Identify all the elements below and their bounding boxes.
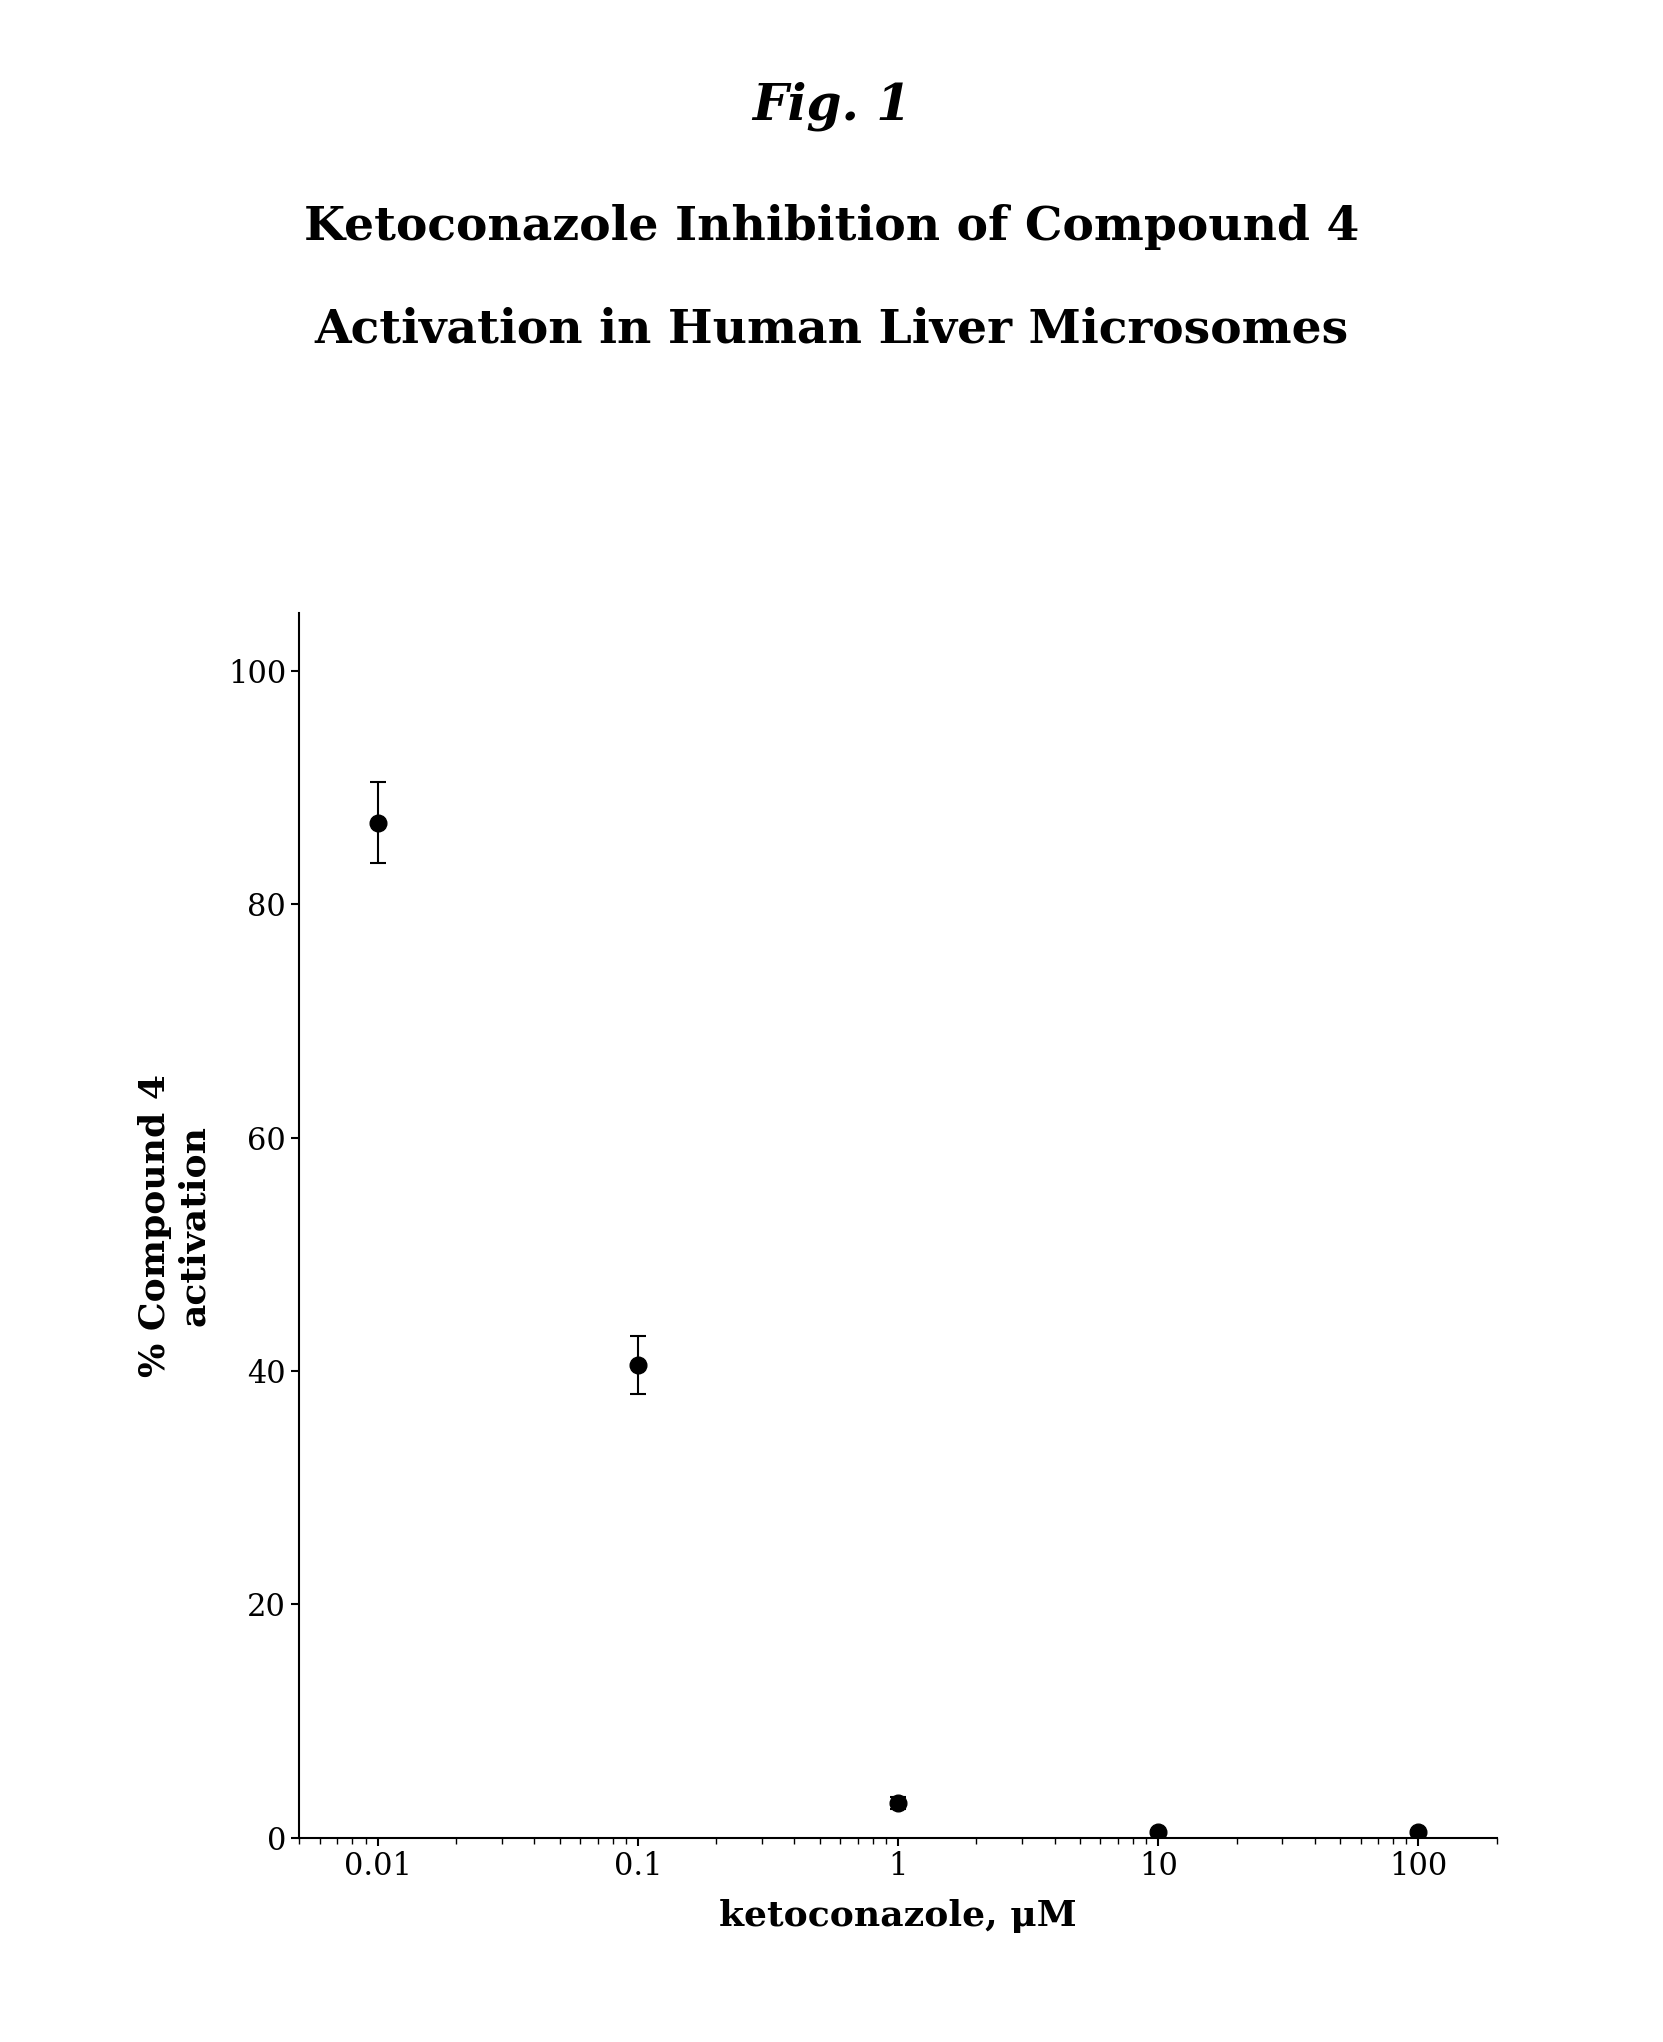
Text: Ketoconazole Inhibition of Compound 4: Ketoconazole Inhibition of Compound 4 (304, 204, 1359, 251)
X-axis label: ketoconazole, μM: ketoconazole, μM (718, 1899, 1078, 1932)
Text: Fig. 1: Fig. 1 (752, 82, 911, 131)
Y-axis label: % Compound 4
activation: % Compound 4 activation (138, 1074, 211, 1376)
Text: Activation in Human Liver Microsomes: Activation in Human Liver Microsomes (314, 306, 1349, 353)
